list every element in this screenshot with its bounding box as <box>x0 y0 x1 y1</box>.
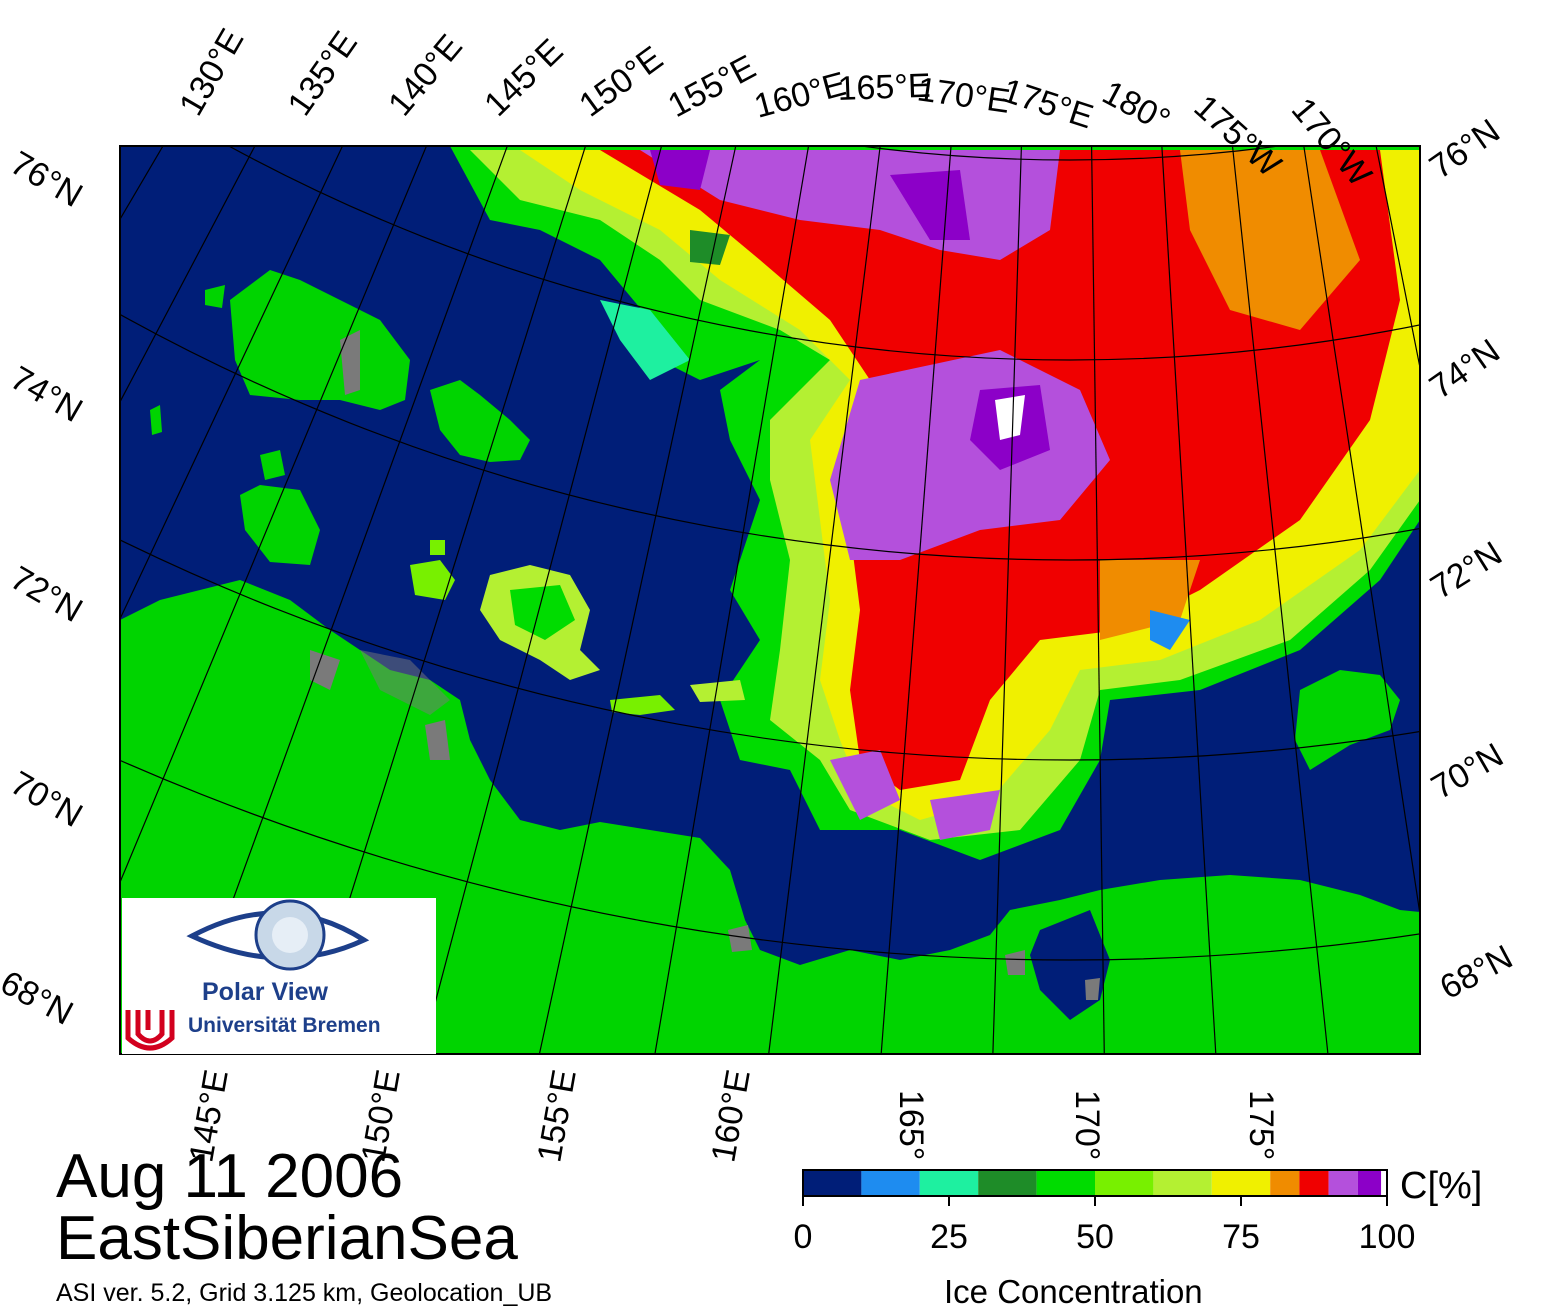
right-lat-label: 76°N <box>1423 112 1507 187</box>
left-lat-label: 68°N <box>0 964 79 1033</box>
siberian-mainland <box>120 580 1420 1054</box>
right-lat-label: 72°N <box>1424 534 1509 606</box>
left-latitude-labels: 76°N 74°N 72°N 70°N 68°N <box>0 144 89 1033</box>
map-frame <box>119 145 1421 1055</box>
colorbar-segment <box>1153 1170 1212 1196</box>
colorbar-segment <box>1270 1170 1300 1196</box>
colorbar-tick-label: 75 <box>1222 1218 1260 1256</box>
left-lat-label: 74°N <box>4 359 89 430</box>
bottom-lon-label: 155°E <box>530 1067 584 1165</box>
colorbar: 0 25 50 75 100 <box>794 1169 1416 1256</box>
bottom-lon-label: 170° <box>1068 1090 1106 1160</box>
colorbar-segment <box>1211 1170 1271 1196</box>
polar-view-logo: Polar View Universität Bremen <box>122 898 436 1054</box>
colorbar-segment <box>803 1170 862 1196</box>
top-lon-label: 170°E <box>915 70 1012 121</box>
colorbar-segment <box>1357 1170 1382 1196</box>
top-lon-label: 180° <box>1096 74 1176 141</box>
top-lon-label: 155°E <box>662 48 762 125</box>
colorbar-segment <box>919 1170 979 1196</box>
logo-title: Polar View <box>202 978 328 1006</box>
bear-islands <box>410 540 745 715</box>
top-lon-label: 130°E <box>172 22 251 122</box>
colorbar-segment <box>1299 1170 1329 1196</box>
left-lat-label: 72°N <box>4 559 89 630</box>
bottom-lon-label: 160°E <box>704 1067 758 1165</box>
top-lon-label: 140°E <box>381 27 470 123</box>
colorbar-segment <box>861 1170 920 1196</box>
right-lat-label: 70°N <box>1425 736 1510 807</box>
map-metadata: ASI ver. 5.2, Grid 3.125 km, Geolocation… <box>56 1279 553 1307</box>
colorbar-segment <box>1328 1170 1358 1196</box>
bottom-lon-label: 165° <box>892 1090 930 1160</box>
map-date: Aug 11 2006 <box>56 1142 404 1211</box>
top-lon-label: 160°E <box>750 65 850 126</box>
top-lon-label: 150°E <box>572 39 670 124</box>
colorbar-unit: C[%] <box>1400 1165 1483 1207</box>
colorbar-segment <box>1095 1170 1154 1196</box>
colorbar-tick-label: 0 <box>794 1218 813 1256</box>
bottom-lon-label: 175° <box>1242 1090 1280 1160</box>
left-lat-label: 76°N <box>4 144 89 215</box>
colorbar-title: Ice Concentration <box>944 1273 1203 1310</box>
colorbar-segment <box>1381 1170 1387 1196</box>
top-lon-label: 175°E <box>998 71 1098 136</box>
sea-ice-field <box>450 146 1420 860</box>
colorbar-tick-label: 50 <box>1076 1218 1114 1256</box>
top-lon-label: 145°E <box>477 32 570 124</box>
right-latitude-labels: 76°N 74°N 72°N 70°N 68°N <box>1423 112 1519 1007</box>
colorbar-segment <box>978 1170 1037 1196</box>
colorbar-segment <box>1036 1170 1095 1196</box>
right-lat-label: 68°N <box>1434 938 1519 1007</box>
map-region: EastSiberianSea <box>56 1204 518 1273</box>
top-lon-label: 135°E <box>280 25 364 123</box>
left-lat-label: 70°N <box>4 764 89 835</box>
right-lat-label: 74°N <box>1423 332 1507 407</box>
top-lon-label: 165°E <box>837 67 931 108</box>
colorbar-tick-label: 100 <box>1359 1218 1416 1256</box>
logo-university: Universität Bremen <box>188 1014 381 1037</box>
colorbar-tick-label: 25 <box>930 1218 968 1256</box>
eye-icon <box>124 899 370 1051</box>
